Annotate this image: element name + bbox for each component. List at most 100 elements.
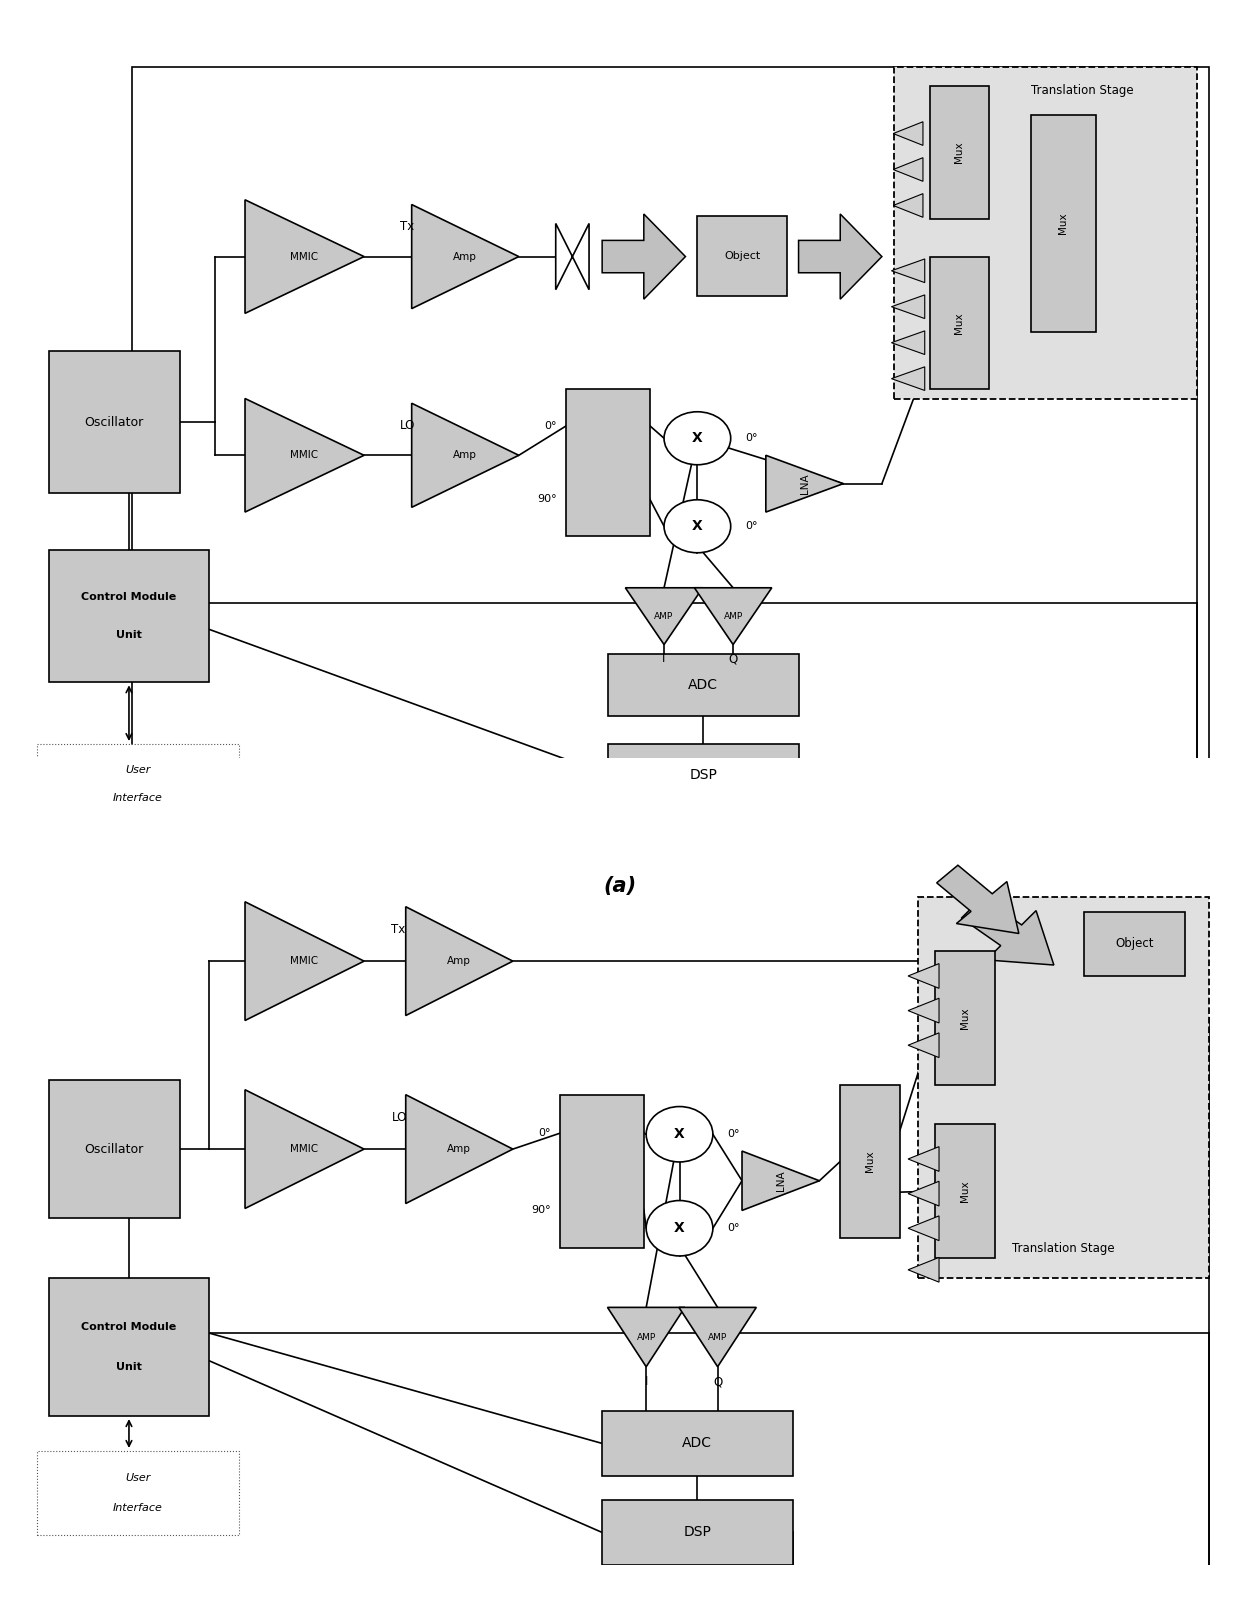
Polygon shape (908, 1216, 939, 1240)
Text: 0°: 0° (727, 1129, 739, 1139)
FancyBboxPatch shape (48, 352, 180, 494)
FancyBboxPatch shape (48, 1277, 210, 1416)
Text: 0°: 0° (745, 434, 758, 444)
Text: Unit: Unit (117, 1361, 141, 1371)
Text: Mux: Mux (955, 311, 965, 334)
Polygon shape (608, 1308, 684, 1366)
FancyBboxPatch shape (608, 653, 799, 716)
Text: Mux: Mux (1059, 213, 1069, 234)
Text: User: User (125, 1473, 150, 1482)
Polygon shape (961, 897, 1054, 965)
Text: Tx: Tx (392, 923, 405, 936)
FancyBboxPatch shape (894, 68, 1198, 398)
FancyBboxPatch shape (935, 1124, 994, 1258)
Polygon shape (412, 205, 518, 308)
Polygon shape (908, 1258, 939, 1282)
FancyBboxPatch shape (560, 1095, 644, 1248)
FancyBboxPatch shape (567, 389, 650, 536)
Text: Oscillator: Oscillator (84, 1142, 144, 1155)
Circle shape (665, 411, 730, 465)
Text: X: X (675, 1221, 684, 1236)
Text: AMP: AMP (655, 611, 673, 621)
Text: Interface: Interface (113, 1503, 162, 1513)
Polygon shape (405, 907, 513, 1016)
FancyBboxPatch shape (608, 744, 799, 805)
Text: User: User (125, 765, 150, 774)
Text: LO: LO (399, 418, 415, 432)
Text: DSP: DSP (689, 768, 717, 782)
Polygon shape (893, 121, 923, 145)
Text: LNA: LNA (776, 1171, 786, 1190)
Text: Translation Stage: Translation Stage (1012, 1242, 1115, 1255)
Polygon shape (936, 865, 1019, 934)
Text: AMP: AMP (723, 611, 743, 621)
Text: Mux: Mux (960, 1007, 970, 1029)
Polygon shape (405, 1095, 513, 1203)
Text: Object: Object (724, 252, 760, 261)
Text: 90°: 90° (531, 1205, 551, 1215)
Polygon shape (892, 366, 925, 390)
Text: LNA: LNA (800, 473, 810, 494)
Text: ADC: ADC (682, 1437, 712, 1450)
Text: 90°: 90° (537, 494, 557, 503)
Text: Mux: Mux (960, 1181, 970, 1202)
Polygon shape (893, 194, 923, 218)
FancyBboxPatch shape (697, 216, 786, 297)
FancyBboxPatch shape (930, 256, 990, 389)
Polygon shape (766, 455, 843, 511)
Polygon shape (246, 398, 365, 511)
FancyBboxPatch shape (603, 1411, 792, 1476)
Text: AMP: AMP (708, 1332, 727, 1342)
Polygon shape (412, 403, 518, 508)
Text: 0°: 0° (745, 521, 758, 531)
Polygon shape (680, 1308, 756, 1366)
Text: X: X (692, 519, 703, 534)
Polygon shape (625, 587, 703, 645)
Text: MMIC: MMIC (290, 957, 319, 966)
Text: Interface: Interface (113, 794, 162, 803)
Text: DSP: DSP (683, 1526, 712, 1539)
Text: I: I (662, 652, 666, 665)
Text: Oscillator: Oscillator (84, 416, 144, 429)
FancyBboxPatch shape (930, 85, 990, 219)
Text: Mux: Mux (955, 142, 965, 163)
FancyBboxPatch shape (841, 1086, 900, 1239)
Text: Tx: Tx (399, 219, 414, 232)
Circle shape (646, 1200, 713, 1257)
Polygon shape (893, 158, 923, 181)
Polygon shape (908, 1181, 939, 1207)
Text: MMIC: MMIC (290, 450, 319, 460)
FancyBboxPatch shape (37, 744, 239, 824)
Text: Q: Q (728, 652, 738, 665)
Polygon shape (246, 1090, 365, 1208)
Text: Amp: Amp (454, 252, 477, 261)
Text: ADC: ADC (688, 677, 718, 692)
Polygon shape (694, 587, 771, 645)
Text: (a): (a) (604, 876, 636, 895)
FancyBboxPatch shape (48, 1079, 180, 1218)
Circle shape (646, 1107, 713, 1161)
FancyBboxPatch shape (1030, 115, 1096, 332)
Polygon shape (892, 260, 925, 282)
Polygon shape (556, 224, 589, 290)
Polygon shape (908, 963, 939, 989)
Text: Amp: Amp (448, 957, 471, 966)
Polygon shape (246, 902, 365, 1021)
Polygon shape (892, 295, 925, 318)
Polygon shape (799, 215, 882, 298)
FancyBboxPatch shape (37, 1450, 239, 1536)
Text: Translation Stage: Translation Stage (1030, 84, 1133, 97)
Circle shape (665, 500, 730, 553)
FancyBboxPatch shape (918, 897, 1209, 1277)
Text: MMIC: MMIC (290, 252, 319, 261)
Text: Control Module: Control Module (82, 1323, 176, 1332)
Text: Unit: Unit (117, 631, 141, 640)
Polygon shape (908, 998, 939, 1023)
Text: Object: Object (1116, 937, 1154, 950)
Text: Amp: Amp (448, 1144, 471, 1153)
Text: MMIC: MMIC (290, 1144, 319, 1153)
Polygon shape (603, 215, 686, 298)
Text: X: X (675, 1127, 684, 1142)
Text: X: X (692, 431, 703, 445)
Text: 0°: 0° (538, 1127, 551, 1139)
